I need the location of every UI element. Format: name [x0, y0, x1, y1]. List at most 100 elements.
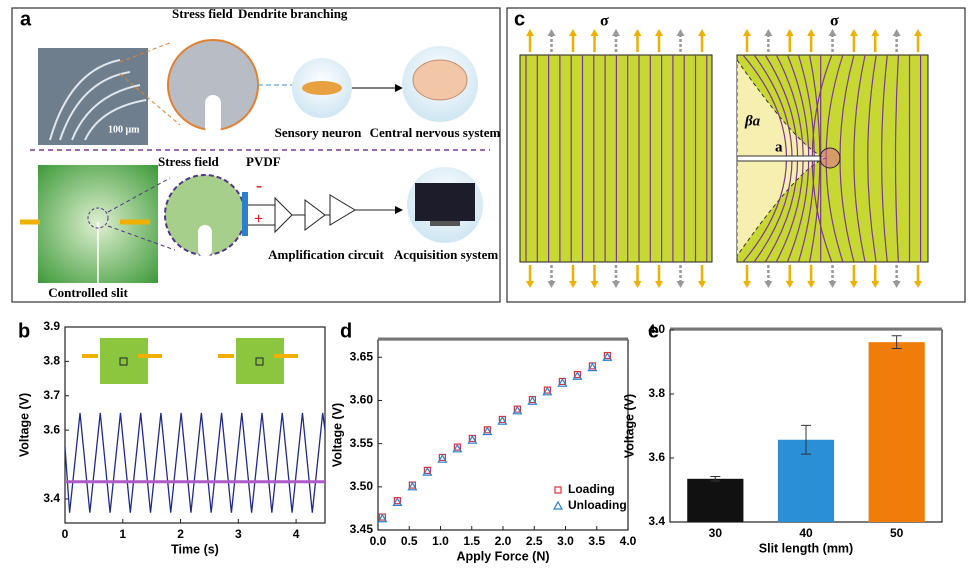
micrograph-texture [49, 59, 147, 141]
inset-box [255, 357, 264, 366]
monitor-stand [430, 221, 460, 226]
legend-label: Loading [568, 482, 615, 496]
label: Stress field [172, 6, 234, 21]
x-tick-label: 1 [119, 527, 126, 541]
stress-arrow-head [785, 281, 794, 288]
point [407, 481, 418, 491]
stress-arrow-head [892, 29, 901, 36]
x-tick-label: 4.0 [620, 534, 637, 548]
x-tick-label: 0 [62, 527, 69, 541]
y-tick-label: 3.4 [648, 514, 665, 528]
point [527, 396, 538, 405]
panel-c-art [519, 29, 929, 288]
x-axis-label: Apply Force (N) [456, 549, 549, 563]
label: Stress field [158, 154, 220, 169]
x-tick-label: 0.0 [370, 534, 387, 548]
x-tick-label: 3 [235, 527, 242, 541]
inset-box [119, 357, 128, 366]
legend-marker [554, 486, 562, 494]
stress-arrow-head [633, 29, 642, 36]
panel-letter: c [514, 8, 525, 30]
stress-arrow-head [655, 281, 663, 288]
x-tick-label: 2.5 [526, 534, 543, 548]
y-tick-label: 3.55 [350, 436, 374, 450]
legend-label: Unloading [568, 498, 627, 512]
stress-arrow-head [569, 29, 577, 36]
stress-arrow-head [849, 281, 858, 288]
zoom-line [119, 73, 181, 126]
point [587, 362, 598, 372]
point [572, 371, 583, 380]
stress-arrow-head [828, 281, 837, 288]
stress-arrow-head [612, 281, 620, 288]
panel-letter: e [648, 320, 659, 342]
line [64, 412, 326, 513]
x-tick-label: 2 [177, 527, 184, 541]
crack [736, 155, 822, 162]
stress-arrow-head [547, 29, 556, 36]
x-tick-label: 0.5 [401, 534, 418, 548]
slot [198, 225, 212, 257]
beta-a: βa [744, 113, 761, 129]
x-axis-label: Time (s) [171, 542, 219, 556]
stress-arrow-head [785, 29, 794, 36]
y-tick-label: 3.50 [350, 479, 374, 493]
stress-arrow-head [807, 29, 816, 36]
stress-arrow-head [655, 29, 663, 36]
stress-arrow-head [612, 29, 620, 36]
sigma: σ [830, 13, 839, 30]
scale-label: 100 μm [108, 124, 140, 135]
point [602, 352, 613, 361]
label: Controlled slit [48, 285, 128, 300]
arrow-head [395, 206, 403, 214]
label: Dendrite branching [238, 6, 348, 21]
label: PVDF [246, 154, 281, 169]
y-tick-label: 3.7 [43, 388, 60, 402]
bar [687, 478, 744, 522]
stress-arrow-head [764, 281, 773, 288]
panel-letter: a [20, 8, 32, 30]
fiber [894, 54, 899, 263]
bar [868, 342, 925, 522]
x-tick-label: 40 [799, 526, 813, 540]
stress-arrow-head [807, 281, 816, 288]
slit-circle [87, 207, 109, 229]
x-axis-label: Slit length (mm) [759, 541, 853, 555]
stress-arrow-head [526, 29, 534, 36]
y-tick-label: 3.45 [350, 522, 374, 536]
label: Sensory neuron [275, 125, 363, 140]
stress-arrow-head [871, 281, 880, 288]
panel-c-frame [506, 7, 966, 303]
stress-arrow-head [914, 29, 922, 36]
panel-letter: b [18, 320, 30, 342]
amp-circuit [248, 194, 395, 234]
inset [100, 338, 148, 384]
y-tick-label: 3.6 [43, 422, 60, 436]
fiber [881, 54, 888, 263]
monitor [415, 183, 475, 221]
error-bar [801, 424, 811, 455]
fiber [853, 54, 866, 263]
error-bar [891, 335, 902, 350]
x-tick-label: 3.5 [588, 534, 605, 548]
x-tick-label: 4 [293, 527, 300, 541]
panel-a-frame [11, 7, 501, 303]
label: Amplification circuit [268, 247, 384, 262]
arrow-head [395, 84, 403, 92]
x-tick-label: 1.0 [432, 534, 449, 548]
y-tick-label: 3.65 [350, 349, 374, 363]
stress-arrow-head [698, 29, 706, 36]
stress-arrow-head [526, 281, 534, 288]
stress-arrow-head [914, 281, 922, 288]
stress-arrow-head [743, 281, 751, 288]
label: Central nervous system [370, 125, 501, 140]
plot-frame [64, 326, 326, 524]
stress-arrow-head [676, 281, 685, 288]
y-tick-label: 3.6 [648, 450, 665, 464]
micrograph [38, 48, 148, 145]
y-tick-label: 3.8 [648, 386, 665, 400]
point [377, 513, 388, 523]
pvdf-film [242, 192, 248, 236]
point [557, 377, 568, 387]
